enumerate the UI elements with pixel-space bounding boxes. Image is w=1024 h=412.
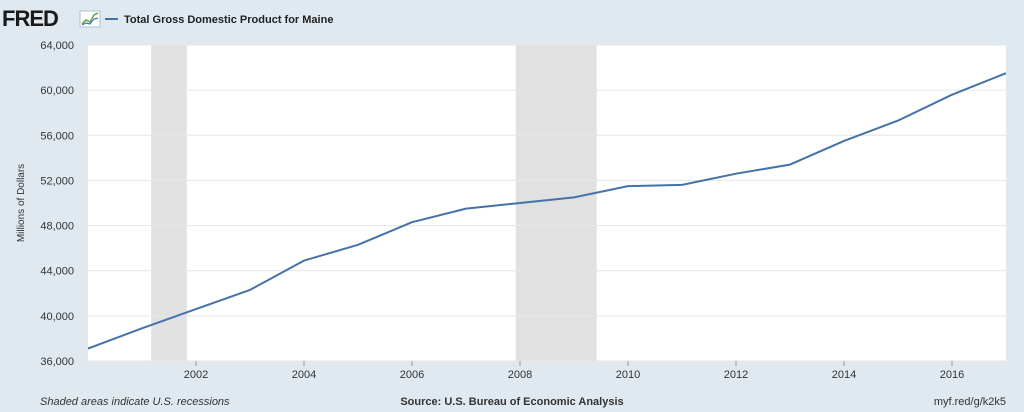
series-line-0[interactable] [87,72,1007,350]
header: FRED Total Gross Domestic Product for Ma… [2,6,333,31]
y-axis-label: Millions of Dollars [16,164,27,242]
y-axis-ticks: 36,000 40,000 44,000 48,000 52,000 56,000 60,0… [40,40,74,368]
y-tick-label: 60,000 [40,85,74,97]
x-tick-label: 2010 [616,369,640,381]
y-tick-label: 36,000 [40,356,74,368]
y-tick-label: 64,000 [40,40,74,52]
x-tick-label: 2014 [832,369,856,381]
y-tick-label: 56,000 [40,130,74,142]
fred-logo-chart-icon [79,10,101,28]
x-tick-label: 2008 [508,369,532,381]
x-tick-label: 2002 [184,369,208,381]
x-tick-label: 2006 [400,369,424,381]
plot-area: 36,000 40,000 44,000 48,000 52,000 56,000 60,0… [40,40,1007,381]
footer: Shaded areas indicate U.S. recessions So… [40,396,1006,408]
legend-label: Total Gross Domestic Product for Maine [124,14,333,26]
fred-logo[interactable]: FRED [2,6,59,31]
y-tick-label: 44,000 [40,266,74,278]
recession-band-0 [151,45,187,361]
series-layer [87,72,1007,350]
y-tick-label: 52,000 [40,175,74,187]
x-tick-label: 2012 [724,369,748,381]
y-tick-label: 40,000 [40,311,74,323]
recession-shading [151,45,597,361]
x-axis-ticks: 2002 2004 2006 2008 2010 2012 2014 2016 [184,361,964,381]
y-tick-label: 48,000 [40,221,74,233]
x-tick-label: 2016 [940,369,964,381]
footer-recession-note: Shaded areas indicate U.S. recessions [40,396,230,408]
x-tick-label: 2004 [292,369,316,381]
gridlines [88,44,1006,362]
footer-source: Source: U.S. Bureau of Economic Analysis [400,396,623,408]
footer-short-url[interactable]: myf.red/g/k2k5 [934,396,1006,408]
